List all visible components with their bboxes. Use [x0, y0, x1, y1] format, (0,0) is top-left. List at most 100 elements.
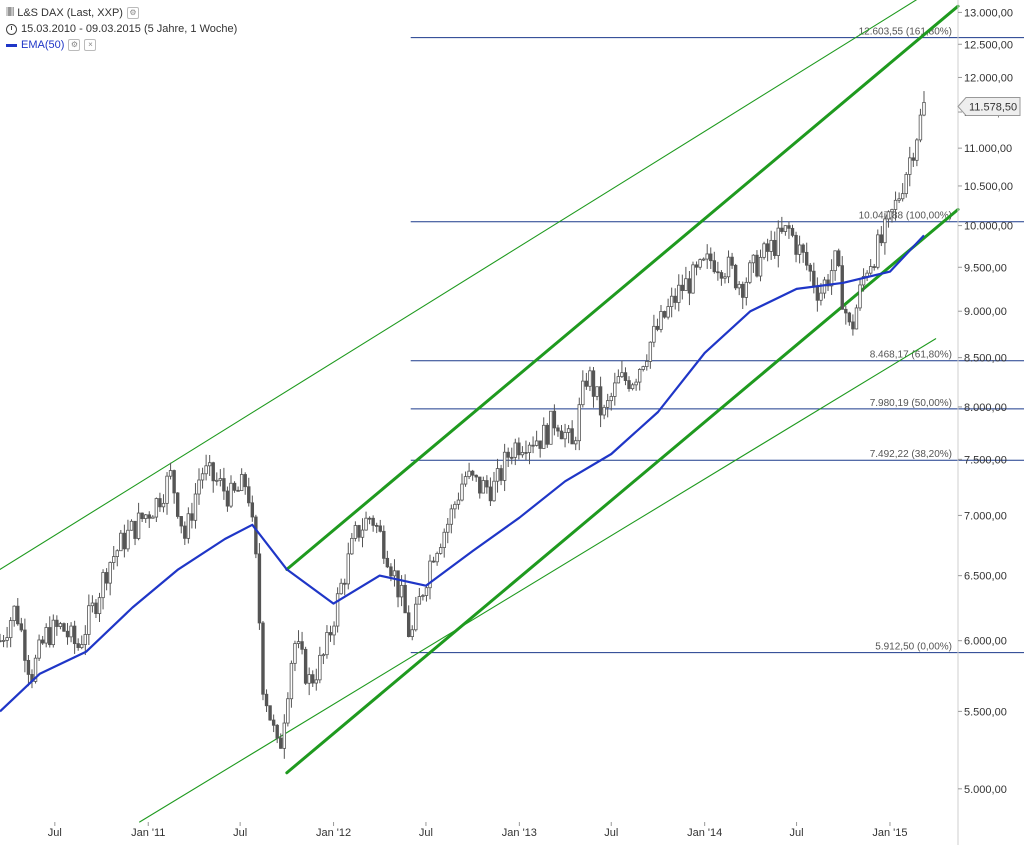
candle-body	[563, 432, 567, 440]
candle-body	[481, 480, 486, 494]
candle-body	[598, 386, 603, 416]
indicator-settings-icon[interactable]: ⚙	[68, 39, 81, 51]
candle-body	[840, 265, 844, 310]
candle-body	[119, 532, 123, 552]
candle-body	[126, 529, 130, 550]
candle-body	[346, 553, 350, 585]
candle-body	[33, 657, 38, 682]
candle-body	[570, 428, 574, 445]
candle-body	[200, 473, 205, 481]
candle-body	[737, 283, 741, 289]
candle-body	[474, 474, 478, 478]
candle-body	[790, 227, 795, 236]
candle-body	[129, 520, 134, 531]
fib-level-label: 12.603,55 (161,80%)	[859, 27, 952, 38]
candle-body	[168, 470, 173, 477]
candle-body	[669, 295, 674, 307]
candle-body	[19, 623, 24, 631]
candle-body	[630, 384, 635, 390]
candle-body	[911, 157, 916, 161]
candle-body	[186, 513, 191, 539]
candle-body	[193, 493, 198, 521]
candle-body	[538, 440, 542, 449]
candle-body	[637, 369, 642, 383]
fib-level-label: 10.047,88 (100,00%)	[859, 211, 952, 222]
price-series	[0, 91, 926, 759]
candle-body	[470, 470, 475, 476]
candle-body	[72, 625, 77, 645]
candle-body	[659, 311, 663, 330]
candle-body	[730, 256, 734, 266]
last-price-box	[957, 97, 1021, 117]
candle-body	[204, 465, 208, 475]
candle-body	[666, 306, 670, 318]
candle-body	[879, 234, 884, 244]
candle-body	[0, 640, 2, 643]
candle-body	[502, 451, 507, 481]
candle-body	[836, 250, 841, 267]
candle-body	[147, 514, 151, 519]
y-tick-label: 10.000,00	[964, 221, 1013, 233]
candle-body	[762, 243, 766, 258]
candle-body	[410, 629, 414, 638]
fib-level-label: 7.492,22 (38,20%)	[870, 449, 952, 460]
candle-body	[595, 386, 599, 397]
y-tick-label: 8.500,00	[964, 353, 1007, 365]
candle-body	[858, 284, 862, 309]
candle-body	[915, 139, 919, 161]
x-tick-label: Jul	[604, 827, 618, 839]
candle-body	[833, 250, 837, 272]
candle-body	[353, 525, 358, 539]
candle-body	[218, 478, 223, 481]
candle-body	[922, 102, 926, 116]
candle-body	[414, 603, 418, 631]
candle-body	[797, 244, 802, 255]
settings-icon[interactable]: ⚙	[126, 7, 139, 19]
candle-body	[616, 376, 621, 384]
candle-body	[69, 625, 73, 638]
candle-body	[289, 662, 294, 700]
candle-body	[26, 659, 31, 675]
candle-body	[478, 476, 482, 494]
candle-body	[140, 512, 144, 519]
candle-body	[225, 490, 230, 507]
candle-body	[279, 737, 283, 749]
candle-body	[613, 382, 617, 397]
candle-body	[399, 584, 404, 598]
candle-body	[673, 295, 677, 303]
candle-body	[364, 517, 368, 531]
candle-body	[723, 276, 727, 279]
last-price-tag: 11.578,50	[957, 97, 1021, 117]
candle-body	[861, 276, 866, 286]
candle-body	[275, 724, 279, 739]
candle-body	[741, 283, 745, 298]
candle-body	[97, 597, 102, 615]
candle-body	[463, 476, 468, 485]
y-tick-label: 5.000,00	[964, 784, 1007, 796]
candle-body	[179, 516, 183, 527]
candle-body	[574, 440, 578, 445]
candle-body	[577, 404, 581, 442]
candle-body	[293, 643, 297, 664]
candle-body	[303, 648, 308, 684]
y-tick-label: 8.000,00	[964, 402, 1007, 414]
candle-body	[254, 516, 258, 555]
y-tick-label: 13.000,00	[964, 7, 1013, 19]
candle-body	[645, 361, 649, 367]
y-tick-label: 12.500,00	[964, 39, 1013, 51]
ema-label: EMA(50)	[21, 39, 65, 51]
candle-body	[375, 524, 379, 527]
candle-body	[851, 321, 855, 330]
candle-body	[136, 512, 141, 539]
candle-body	[357, 525, 361, 538]
candle-body	[819, 292, 823, 301]
x-axis: Jul Jan '11 Jul Jan '12 Jul Jan '13 Jul Jan '14…	[48, 822, 908, 839]
ema-series	[0, 234, 925, 713]
candle-body	[80, 644, 84, 648]
y-tick-label: 11.000,00	[964, 143, 1012, 155]
indicator-close-icon[interactable]: ×	[84, 39, 97, 51]
candle-body	[108, 562, 112, 584]
candle-body	[222, 478, 226, 492]
candle-body	[339, 582, 343, 595]
